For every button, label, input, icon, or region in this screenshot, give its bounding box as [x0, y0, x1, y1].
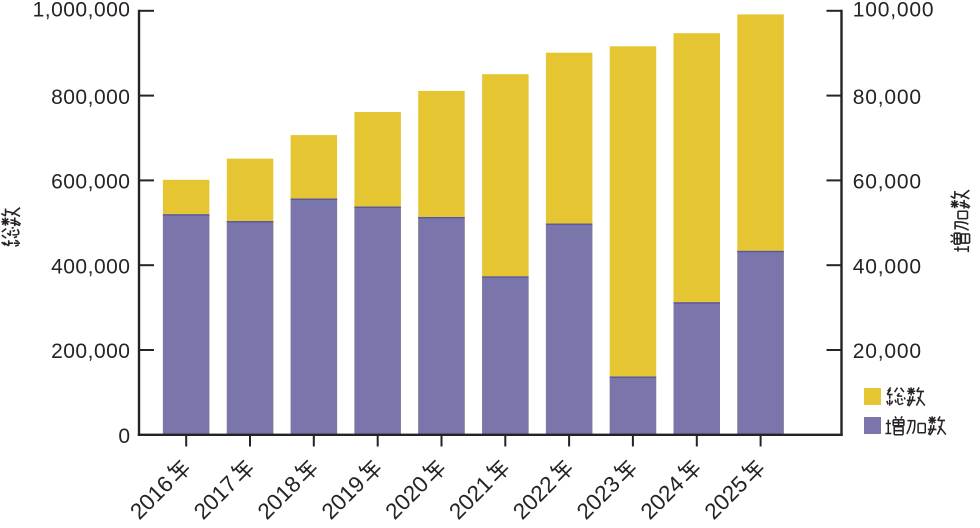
svg-text:600,000: 600,000	[51, 171, 130, 194]
svg-text:200,000: 200,000	[51, 340, 130, 363]
svg-text:100,000: 100,000	[853, 0, 935, 22]
svg-text:1,000,000: 1,000,000	[33, 0, 131, 22]
svg-text:0: 0	[118, 425, 130, 448]
svg-text:40,000: 40,000	[853, 255, 922, 278]
svg-text:60,000: 60,000	[853, 171, 922, 194]
svg-text:800,000: 800,000	[51, 86, 130, 109]
svg-text:80,000: 80,000	[853, 86, 922, 109]
svg-text:400,000: 400,000	[51, 255, 130, 278]
svg-text:20,000: 20,000	[853, 340, 922, 363]
